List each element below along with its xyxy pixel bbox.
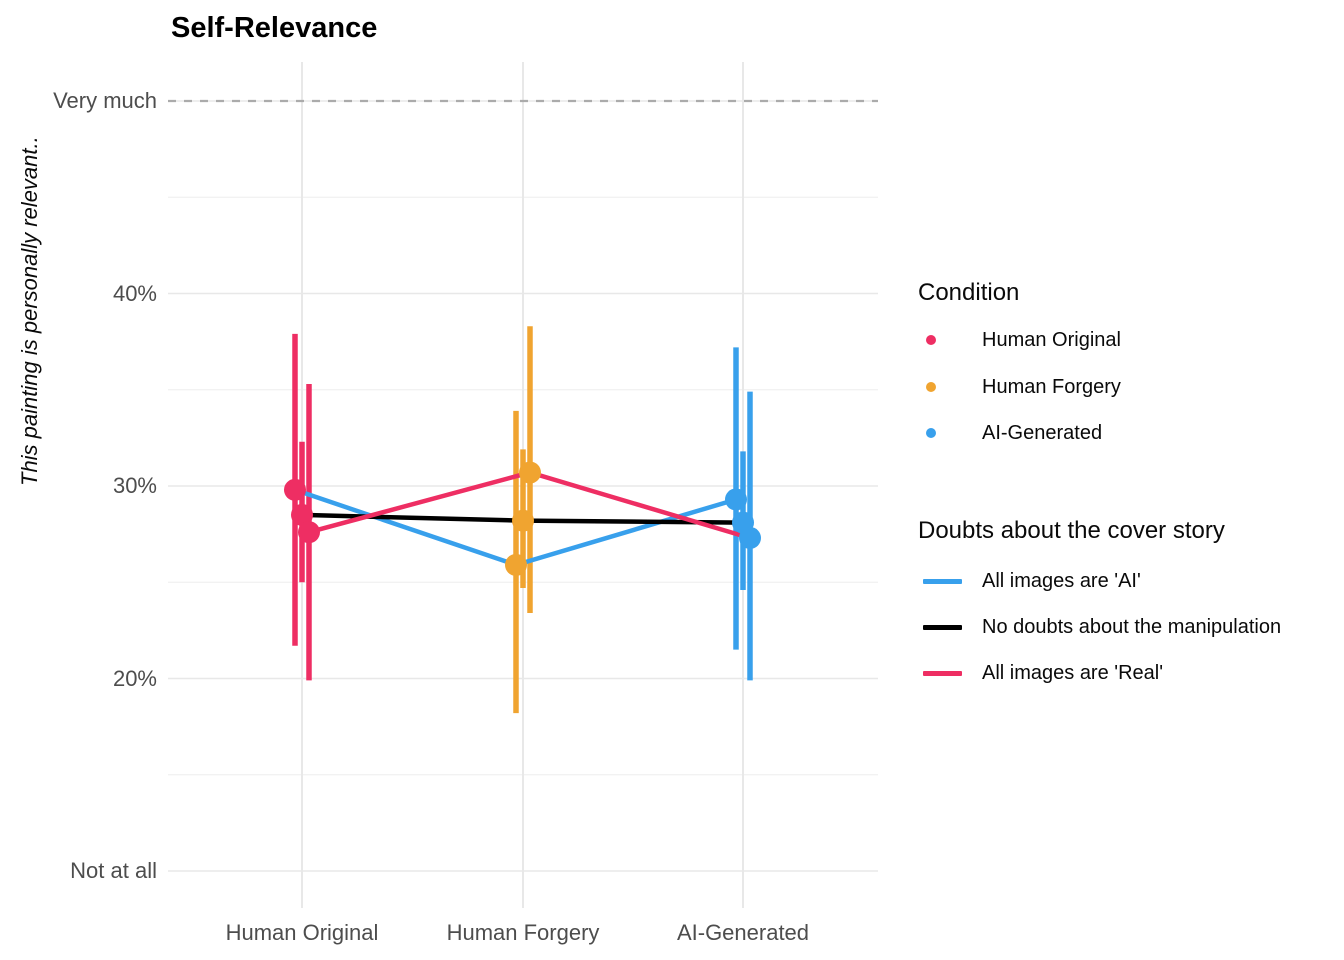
- y-tick-label: 30%: [112, 473, 157, 498]
- y-tick-label: 20%: [112, 665, 157, 691]
- chart-title: Self-Relevance: [171, 12, 378, 44]
- legend-doubts-title: Doubts about the cover story: [918, 517, 1225, 544]
- point-swatch-human-original: [926, 335, 936, 345]
- legend-item-label: Human Forgery: [982, 376, 1121, 398]
- line-swatch-all-images-real: [923, 670, 962, 676]
- legend-item-all-images-ai: All images are 'AI': [918, 568, 1344, 594]
- data-point: [298, 521, 320, 544]
- legend-item-all-images-real: All images are 'Real': [918, 660, 1344, 686]
- y-tick-label: 40%: [112, 280, 157, 306]
- point-swatch-human-forgery: [926, 382, 936, 392]
- legend-item-no-doubts: No doubts about the manipulation: [918, 614, 1344, 640]
- data-point: [512, 509, 534, 532]
- legend-condition-title: Condition: [918, 279, 1020, 306]
- legend-item-label: All images are 'Real': [982, 662, 1164, 684]
- data-point: [725, 488, 747, 511]
- data-point: [284, 478, 306, 501]
- data-point: [739, 526, 761, 549]
- legend-item-human-forgery: Human Forgery: [918, 374, 1344, 400]
- x-tick-label: Human Original: [225, 920, 379, 945]
- data-point: [505, 553, 527, 576]
- y-tick-label: Not at all: [70, 858, 157, 883]
- legend-item-label: AI-Generated: [982, 422, 1103, 444]
- legend-item-label: Human Original: [982, 329, 1121, 351]
- x-tick-label: AI-Generated: [676, 920, 810, 945]
- y-tick-label: Very much: [53, 88, 157, 113]
- legend-item-label: All images are 'AI': [982, 570, 1141, 592]
- x-tick-label: Human Forgery: [446, 920, 600, 945]
- legend-item-label: No doubts about the manipulation: [982, 616, 1282, 638]
- legend-item-human-original: Human Original: [918, 327, 1344, 353]
- data-point: [291, 503, 313, 526]
- line-swatch-no-doubts: [923, 624, 962, 630]
- line-swatch-all-images-ai: [923, 578, 962, 584]
- legend-item-ai-generated: AI-Generated: [918, 420, 1344, 446]
- point-swatch-ai-generated: [926, 428, 936, 438]
- data-point: [519, 461, 541, 484]
